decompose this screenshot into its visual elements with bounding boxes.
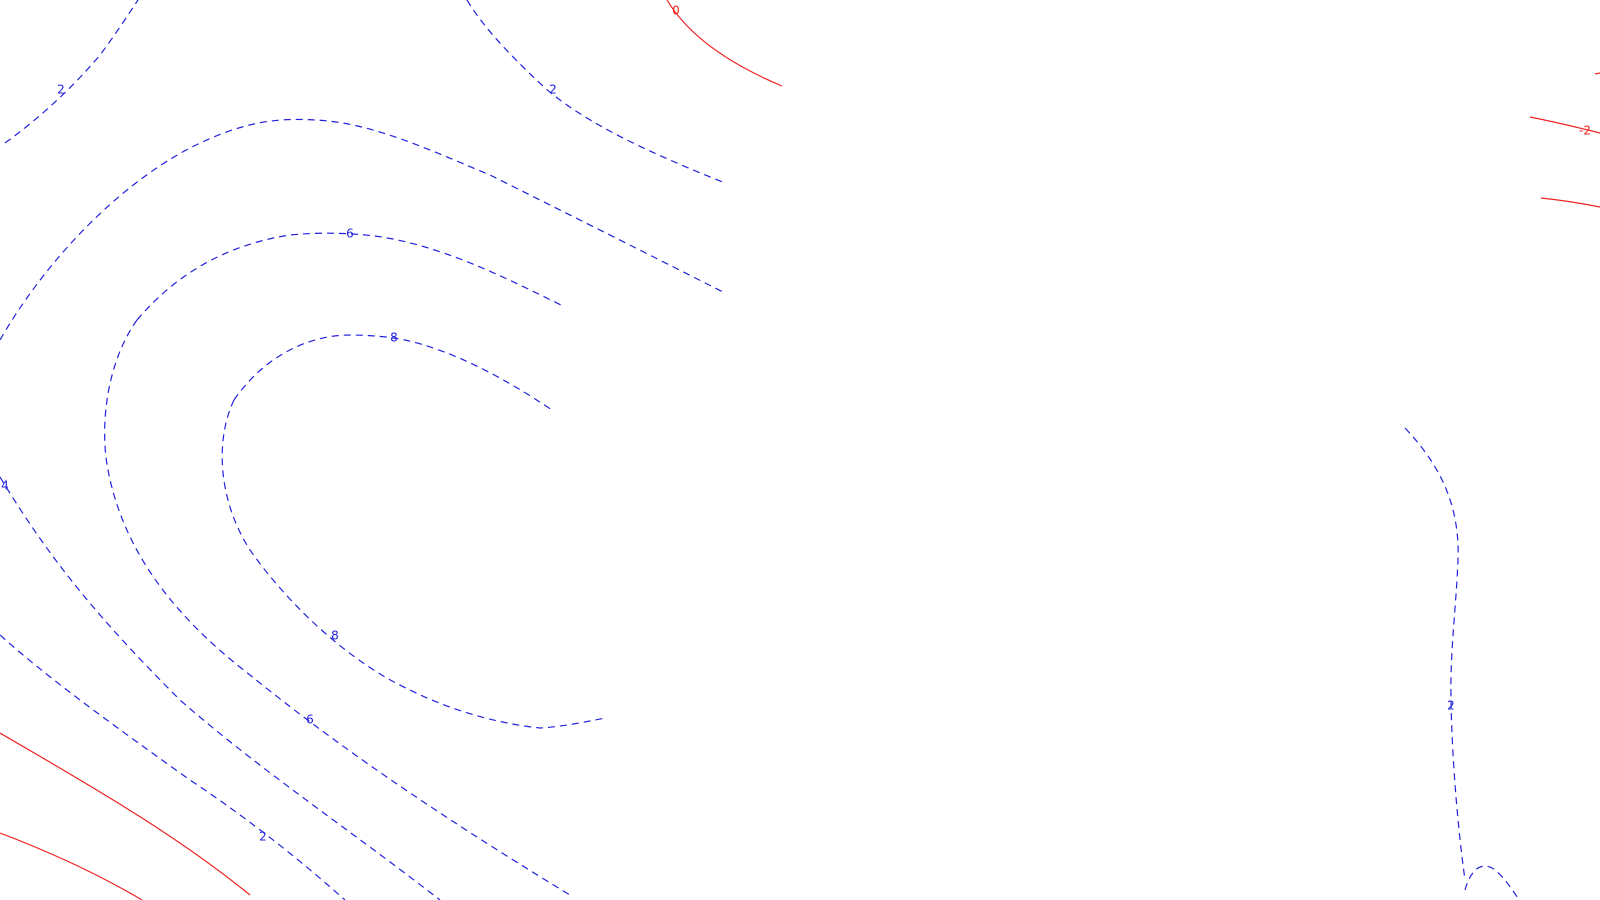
positive-isolines: [0, 0, 1519, 900]
contour-label: 0: [672, 4, 680, 18]
contour-label: 4: [1, 479, 9, 493]
contour-label: 2: [57, 83, 65, 97]
contour-label: 6: [346, 227, 354, 241]
isoline-lower-left-a: [0, 732, 251, 896]
isoline-tick-right: [1594, 72, 1600, 75]
isoline-0-top: [666, 0, 783, 87]
contour-label: -2: [1579, 124, 1591, 138]
isoline-4-outer: [0, 118, 726, 341]
contour-label: 6: [306, 713, 314, 727]
isoline-2-top-center: [466, 0, 726, 184]
isoline-2-right: [1404, 427, 1466, 881]
isoline-lower-left-b: [0, 832, 143, 900]
isoline-4-lower: [0, 476, 441, 900]
contour-label: 2: [1447, 699, 1455, 713]
isoline-6-upper: [136, 232, 566, 321]
isoline-6-lower: [104, 319, 571, 896]
contour-labels: 2 2 0 -2 6 8 4 8 6 2 2: [1, 4, 1591, 844]
isoline-2-lower: [0, 634, 346, 900]
isoline-8-lower: [221, 399, 606, 729]
contour-label: 8: [390, 331, 398, 345]
isoline-minus2-right-lower: [1540, 197, 1600, 208]
contour-label: 8: [331, 629, 339, 643]
isoline-8-upper: [233, 334, 553, 411]
isoline-2-top-left: [4, 0, 139, 144]
contour-label: 2: [549, 83, 557, 97]
isoline-minus2-right-upper: [1529, 116, 1600, 134]
contour-label: 2: [259, 830, 267, 844]
isoline-2-right-bottom: [1464, 865, 1519, 899]
